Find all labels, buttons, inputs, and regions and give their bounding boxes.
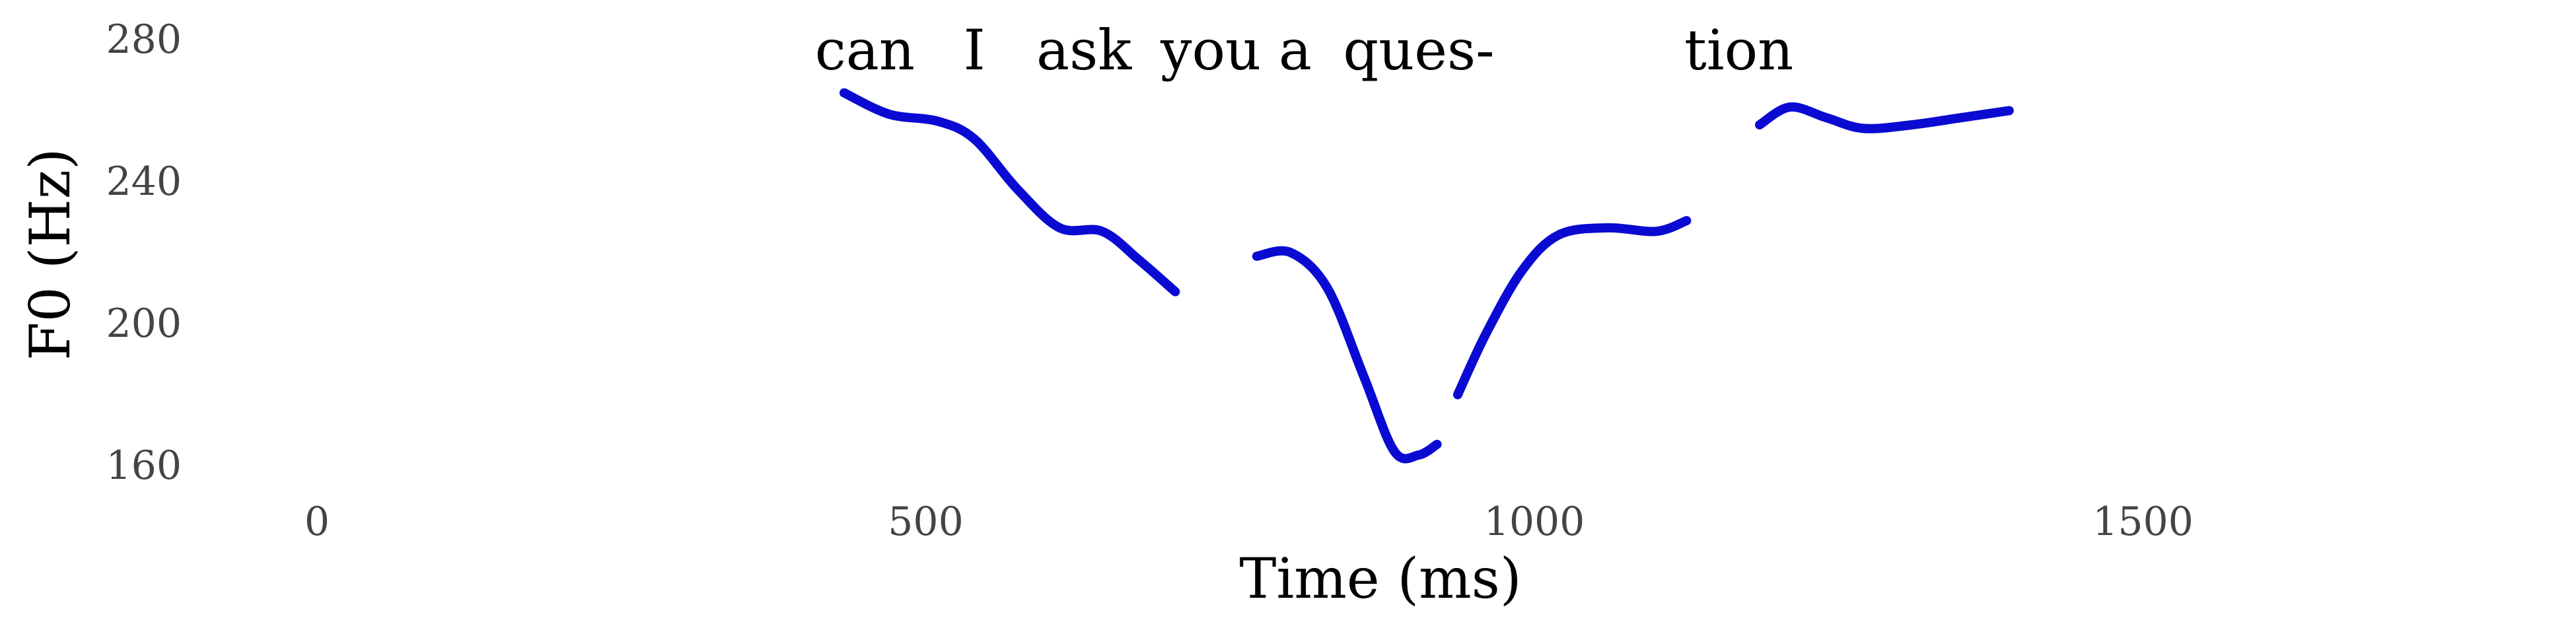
word-label: tion	[1684, 18, 1793, 83]
y-tick-label: 280	[106, 17, 182, 63]
y-tick-label: 240	[106, 159, 182, 205]
x-axis-ticks: 0 500 1000 1500	[304, 499, 2194, 545]
f0-segment-line	[1252, 246, 1442, 464]
y-tick-label: 200	[106, 301, 182, 347]
word-label: ques-	[1343, 18, 1494, 83]
y-axis-ticks: 160 200 240 280	[106, 17, 182, 489]
word-label: I	[964, 18, 985, 83]
word-label: ask	[1036, 18, 1132, 83]
x-axis-title: Time (ms)	[1239, 546, 1521, 611]
x-tick-label: 0	[304, 499, 330, 545]
f0-segment-line	[1452, 216, 1692, 400]
word-label: you a	[1160, 18, 1312, 83]
f0-series	[840, 88, 2014, 464]
f0-segment-line	[840, 88, 1180, 297]
x-tick-label: 500	[888, 499, 964, 545]
word-label: can	[815, 18, 915, 83]
x-tick-label: 1000	[1484, 499, 1585, 545]
x-tick-label: 1500	[2093, 499, 2194, 545]
f0-segment-line	[1755, 102, 2014, 133]
y-tick-label: 160	[106, 443, 182, 489]
y-axis-title: F0 (Hz)	[18, 148, 83, 360]
